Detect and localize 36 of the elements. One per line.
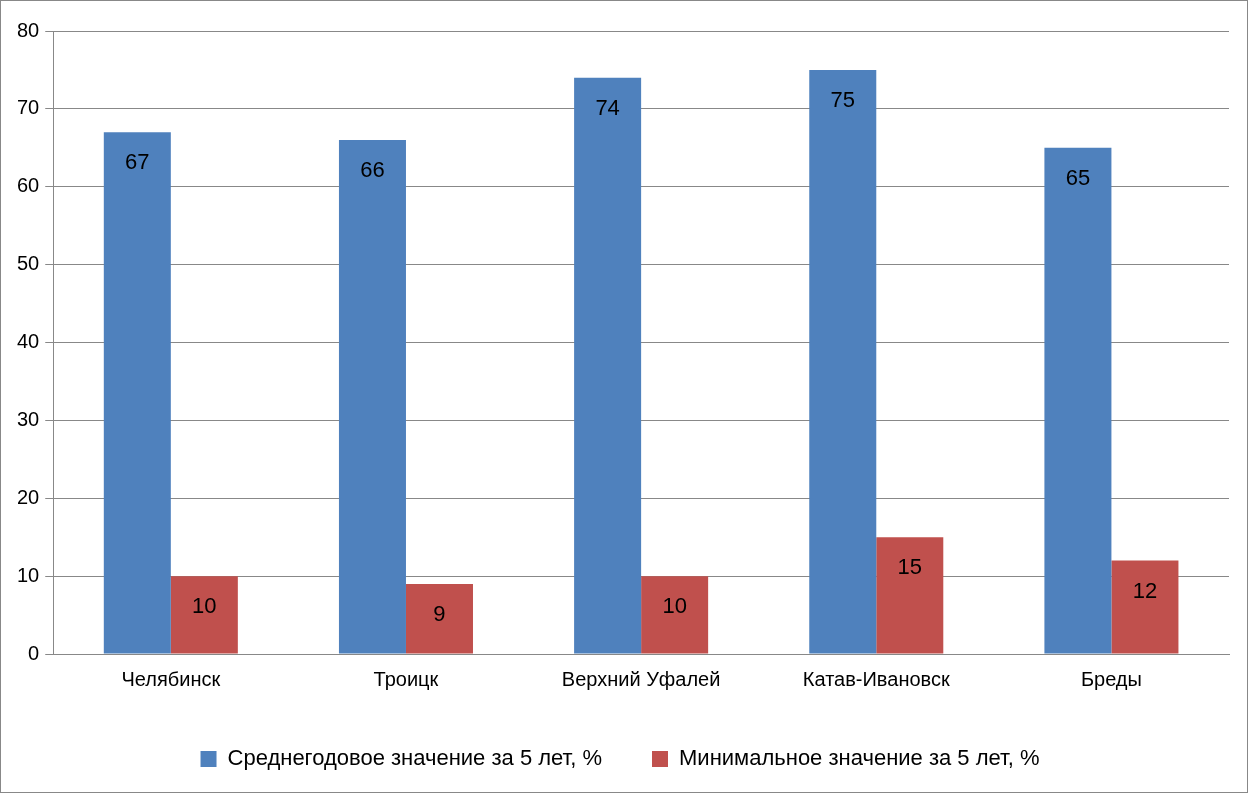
y-tick-label: 60: [17, 174, 40, 197]
y-tick-label: 20: [17, 485, 40, 508]
legend-label: Среднегодовое значение за 5 лет, %: [227, 745, 603, 771]
bar: [809, 69, 877, 654]
y-tick-label: 10: [17, 563, 40, 586]
y-tick-label: 50: [17, 252, 40, 275]
data-label: 10: [662, 593, 687, 619]
data-label: 12: [1132, 577, 1158, 603]
bar: [641, 576, 709, 654]
bar: [170, 576, 238, 654]
data-label: 15: [897, 554, 923, 580]
data-label: 74: [595, 94, 620, 120]
data-label: 9: [433, 600, 446, 626]
x-tick-label: Троицк: [373, 667, 439, 690]
data-label: 66: [360, 157, 385, 183]
x-tick-label: Верхний Уфалей: [561, 667, 721, 690]
y-tick-label: 70: [17, 96, 40, 119]
y-tick-label: 30: [17, 407, 40, 430]
bar: [1111, 560, 1179, 654]
y-tick-label: 40: [17, 330, 40, 353]
x-tick-label: Бреды: [1080, 667, 1142, 690]
y-tick-label: 0: [28, 641, 40, 664]
data-label: 75: [830, 87, 856, 112]
data-label: 10: [192, 593, 217, 619]
data-label: 65: [1065, 164, 1091, 190]
bar: [876, 537, 944, 654]
bar: [103, 132, 171, 654]
x-tick-label: Челябинск: [121, 667, 221, 690]
data-label: 67: [125, 149, 150, 175]
bar: [338, 140, 406, 654]
bar: [405, 583, 473, 654]
bar: [1044, 147, 1112, 654]
y-tick-label: 80: [17, 18, 40, 41]
bar: [574, 77, 642, 654]
legend-label: Минимальное значение за 5 лет, %: [679, 745, 1040, 771]
x-tick-label: Катав-Ивановск: [802, 667, 950, 690]
